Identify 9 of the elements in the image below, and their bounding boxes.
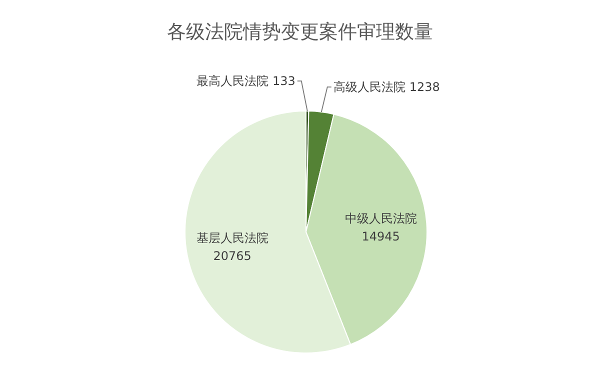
slice-label: 基层人民法院 [196,231,268,246]
chart-title: 各级法院情势变更案件审理数量 [167,21,433,43]
slice-label: 最高人民法院 [196,74,268,88]
data-label: 133 [272,74,296,88]
data-label: 14945 [362,230,400,244]
data-label: 20765 [213,249,252,264]
data-label: 1238 [409,80,440,94]
slice-label: 中级人民法院 [344,212,417,226]
slice-label: 高级人民法院 [333,80,406,94]
